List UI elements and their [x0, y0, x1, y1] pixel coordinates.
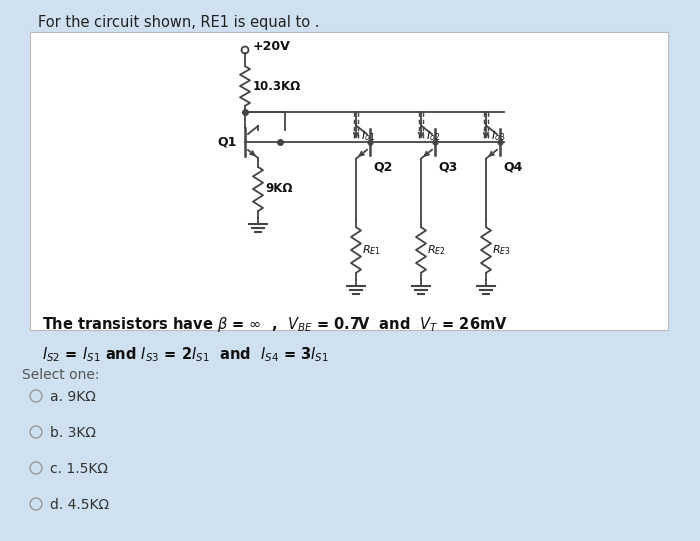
Text: c. 1.5KΩ: c. 1.5KΩ: [50, 462, 108, 476]
Text: 9KΩ: 9KΩ: [265, 182, 293, 195]
Text: +20V: +20V: [253, 41, 290, 54]
Text: Select one:: Select one:: [22, 368, 99, 382]
Text: The transistors have $\beta$ = $\infty$  ,  $V_{BE}$ = 0.7V  and  $V_T$ = 26mV: The transistors have $\beta$ = $\infty$ …: [42, 315, 508, 334]
Text: Q3: Q3: [438, 161, 457, 174]
Text: 10.3KΩ: 10.3KΩ: [253, 80, 301, 93]
Text: d. 4.5KΩ: d. 4.5KΩ: [50, 498, 109, 512]
Text: a. 9KΩ: a. 9KΩ: [50, 390, 96, 404]
Text: Q4: Q4: [503, 161, 522, 174]
Text: Q1: Q1: [217, 135, 237, 148]
Text: $R_{E2}$: $R_{E2}$: [427, 243, 446, 257]
Text: $R_{E3}$: $R_{E3}$: [492, 243, 511, 257]
Text: $I_{o3}$: $I_{o3}$: [491, 129, 505, 143]
FancyBboxPatch shape: [30, 32, 668, 330]
Text: b. 3KΩ: b. 3KΩ: [50, 426, 96, 440]
Text: $R_{E1}$: $R_{E1}$: [362, 243, 381, 257]
Text: For the circuit shown, RE1 is equal to .: For the circuit shown, RE1 is equal to .: [38, 15, 319, 30]
Text: $I_{S2}$ = $I_{S1}$ and $I_{S3}$ = 2$I_{S1}$  and  $I_{S4}$ = 3$I_{S1}$: $I_{S2}$ = $I_{S1}$ and $I_{S3}$ = 2$I_{…: [42, 345, 329, 364]
Text: $I_{o1}$: $I_{o1}$: [361, 129, 375, 143]
Text: $I_{o2}$: $I_{o2}$: [426, 129, 440, 143]
Text: Q2: Q2: [373, 161, 393, 174]
